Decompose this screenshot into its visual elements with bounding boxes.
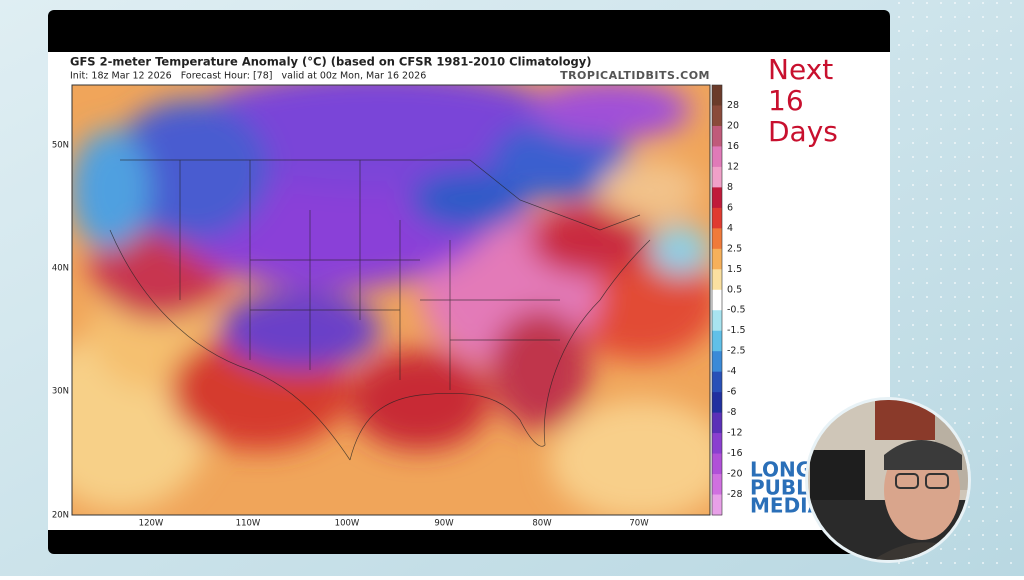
colorbar-swatch xyxy=(712,228,722,250)
colorbar-swatch xyxy=(712,351,722,373)
colorbar-swatch xyxy=(712,310,722,332)
lon-label: 110W xyxy=(236,519,261,529)
colorbar-label: -2.5 xyxy=(727,346,746,357)
lon-label: 70W xyxy=(629,519,649,529)
colorbar-swatch xyxy=(712,330,722,352)
colorbar-swatch xyxy=(712,392,722,414)
colorbar-label: -28 xyxy=(727,489,743,500)
colorbar-label: 6 xyxy=(727,202,733,213)
lat-label: 50N xyxy=(52,141,69,151)
lon-label: 120W xyxy=(139,519,164,529)
colorbar-swatch xyxy=(712,248,722,270)
colorbar-swatch xyxy=(712,105,722,127)
colorbar-swatch xyxy=(712,166,722,188)
colorbar-label: -0.5 xyxy=(727,305,746,316)
colorbar-label: -12 xyxy=(727,428,743,439)
colorbar-label: 8 xyxy=(727,182,733,193)
borders xyxy=(109,159,651,461)
heading-line: Next xyxy=(768,53,833,86)
map-title: GFS 2-meter Temperature Anomaly (°C) (ba… xyxy=(70,55,591,69)
colorbar-frame xyxy=(711,84,723,516)
heading-line: Days xyxy=(768,115,838,148)
colorbar-swatch xyxy=(712,453,722,475)
lat-label: 20N xyxy=(52,511,69,521)
colorbar-swatch xyxy=(712,412,722,434)
colorbar-label: -8 xyxy=(727,407,736,418)
map-subtitle: Init: 18z Mar 12 2026 Forecast Hour: [78… xyxy=(70,71,426,82)
colorbar-label: -16 xyxy=(727,448,743,459)
lat-label: 30N xyxy=(52,387,69,397)
map-frame xyxy=(71,84,711,516)
colorbar-label: 0.5 xyxy=(727,284,742,295)
colorbar-swatch xyxy=(712,433,722,455)
lat-label: 40N xyxy=(52,264,69,274)
colorbar-label: -4 xyxy=(727,366,736,377)
lon-label: 90W xyxy=(434,519,454,529)
colorbar-label: 4 xyxy=(727,223,733,234)
colorbar-label: 28 xyxy=(727,100,739,111)
colorbar-swatch xyxy=(712,371,722,393)
lon-label: 80W xyxy=(532,519,552,529)
colorbar-label: 2.5 xyxy=(727,243,742,254)
colorbar-label: 1.5 xyxy=(727,264,742,275)
lon-label: 100W xyxy=(335,519,360,529)
colorbar-swatch xyxy=(712,494,722,516)
colorbar-label: 20 xyxy=(727,120,739,131)
map-source: TROPICALTIDBITS.COM xyxy=(560,69,710,82)
colorbar-swatch xyxy=(712,474,722,496)
colorbar-swatch xyxy=(712,187,722,209)
colorbar-swatch xyxy=(712,125,722,147)
colorbar-swatch xyxy=(712,269,722,291)
colorbar-label: 12 xyxy=(727,161,739,172)
colorbar-label: -20 xyxy=(727,469,743,480)
colorbar-swatch xyxy=(712,207,722,229)
anomaly-map xyxy=(72,85,710,515)
colorbar-label: -1.5 xyxy=(727,325,746,336)
colorbar-swatch xyxy=(712,146,722,168)
colorbar-label: -6 xyxy=(727,387,736,398)
logo-line: LONG xyxy=(750,458,812,482)
colorbar-swatch xyxy=(712,289,722,311)
heading-line: 16 xyxy=(768,84,804,117)
colorbar-label: 16 xyxy=(727,141,739,152)
colorbar-swatch xyxy=(712,85,722,106)
